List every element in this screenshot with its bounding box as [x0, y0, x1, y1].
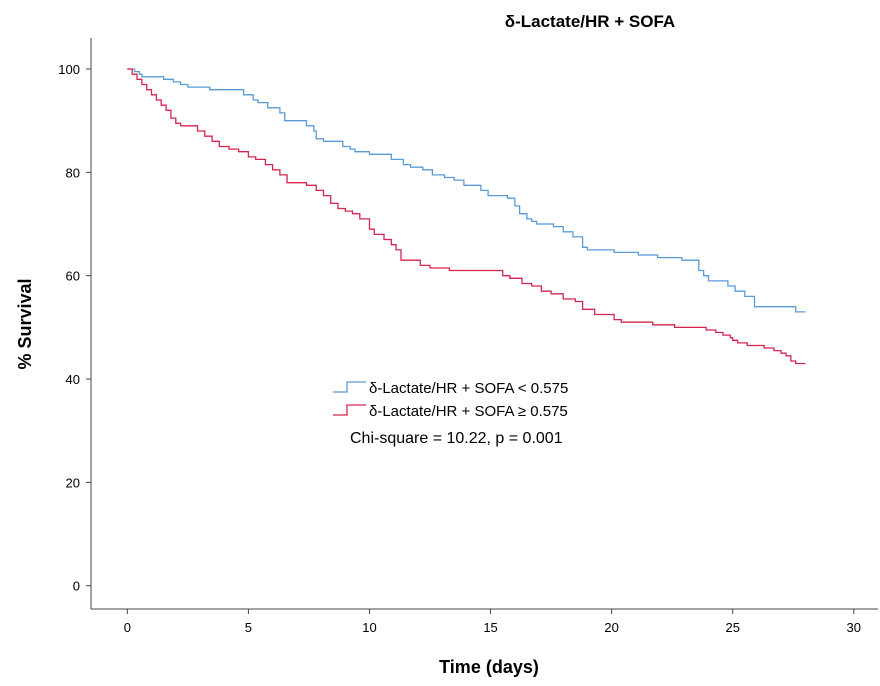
- survival-curve-low: [127, 68, 806, 313]
- y-tick-label: 60: [66, 269, 80, 284]
- x-axis-ticks: 0 5 10 15 20 25 30: [124, 609, 861, 635]
- x-tick-label: 0: [124, 620, 131, 635]
- x-axis-label: Time (days): [439, 657, 539, 677]
- legend-swatch-high: [333, 404, 366, 416]
- legend-swatch-low: [333, 381, 366, 393]
- x-tick-label: 20: [604, 620, 618, 635]
- y-axis-label: % Survival: [15, 278, 35, 369]
- y-axis-ticks: 0 20 40 60 80 100: [58, 62, 91, 594]
- survival-curve-high: [127, 68, 806, 365]
- x-tick-label: 30: [847, 620, 861, 635]
- y-tick-label: 40: [66, 372, 80, 387]
- y-tick-label: 20: [66, 475, 80, 490]
- y-tick-label: 100: [58, 62, 80, 77]
- x-tick-label: 15: [483, 620, 497, 635]
- chart-title: δ-Lactate/HR + SOFA: [505, 12, 675, 31]
- x-tick-label: 25: [725, 620, 739, 635]
- legend-label-high: δ-Lactate/HR + SOFA ≥ 0.575: [369, 403, 568, 420]
- y-tick-label: 80: [66, 165, 80, 180]
- x-tick-label: 5: [245, 620, 252, 635]
- legend: δ-Lactate/HR + SOFA < 0.575 δ-Lactate/HR…: [333, 380, 568, 420]
- y-tick-label: 0: [73, 579, 80, 594]
- chi-square-annotation: Chi-square = 10.22, p = 0.001: [350, 430, 563, 447]
- legend-label-low: δ-Lactate/HR + SOFA < 0.575: [369, 380, 568, 397]
- x-tick-label: 10: [362, 620, 376, 635]
- survival-curves: [127, 68, 806, 365]
